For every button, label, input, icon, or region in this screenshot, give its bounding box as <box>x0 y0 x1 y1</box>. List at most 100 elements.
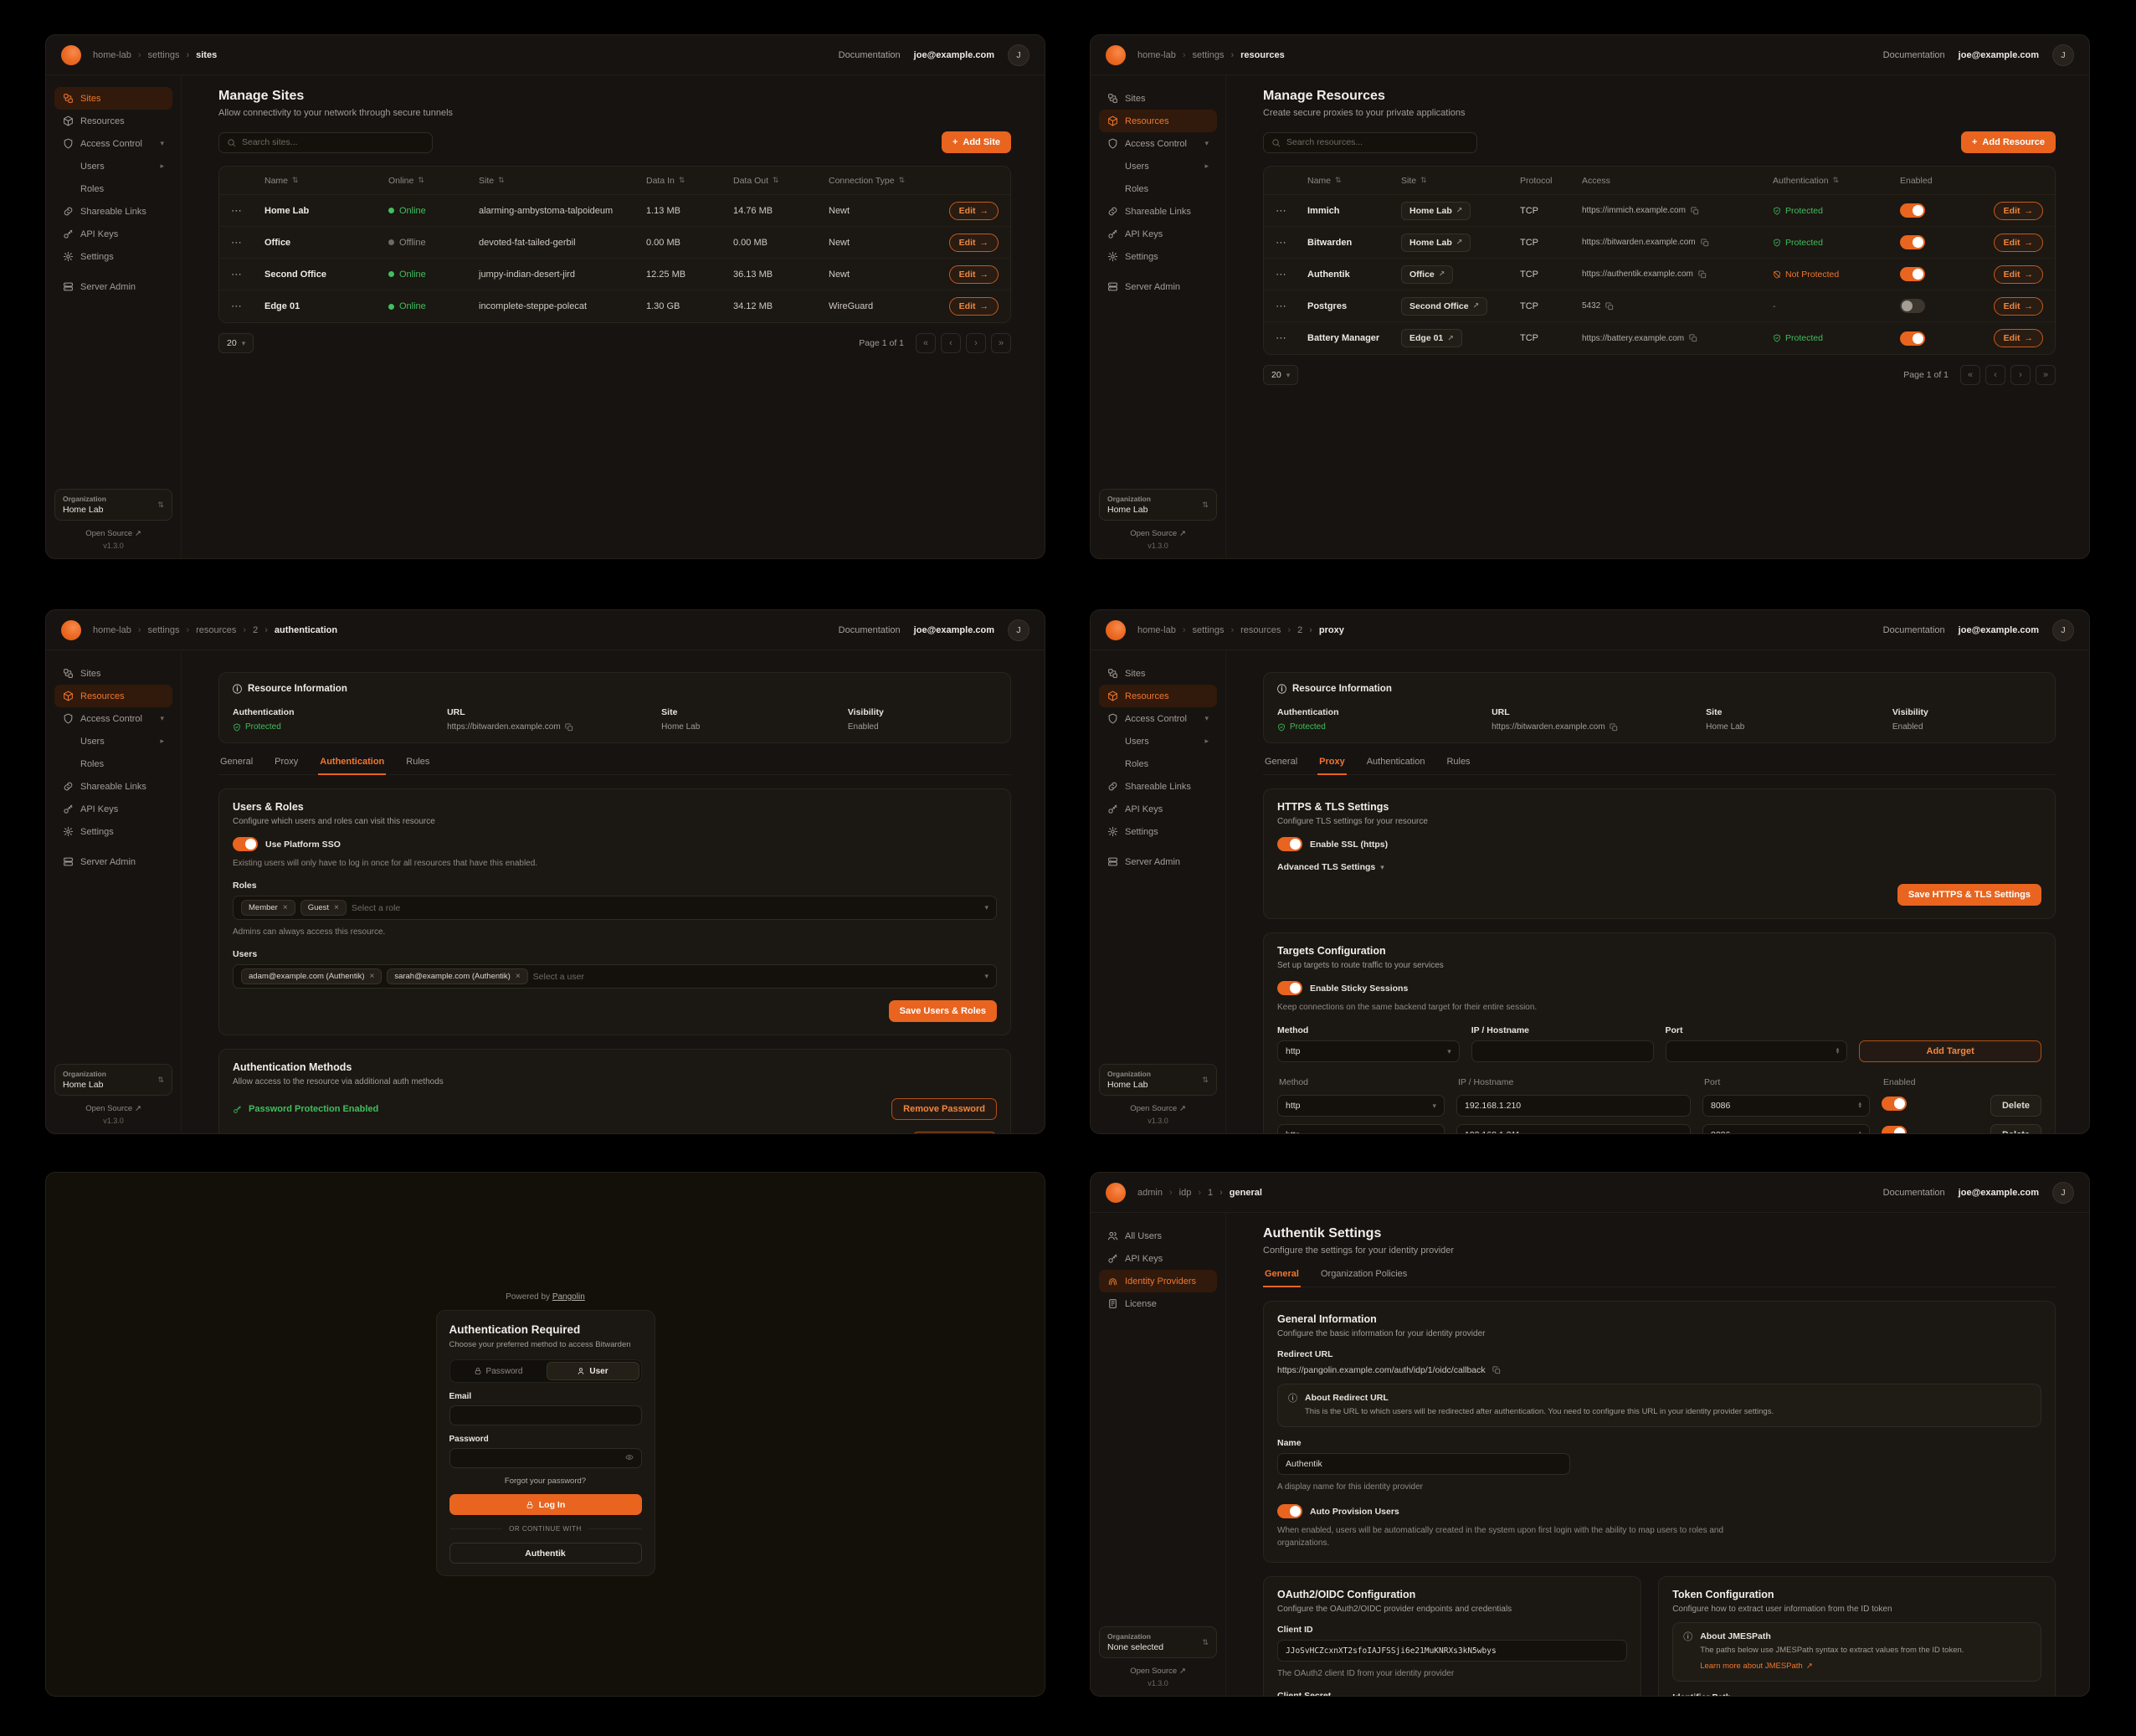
hostname-input[interactable] <box>1471 1040 1654 1062</box>
enabled-toggle[interactable] <box>1900 235 1925 249</box>
column-connection-type[interactable]: Connection Type ⇅ <box>829 175 906 186</box>
sidebar-item-roles[interactable]: Roles <box>1099 177 1217 200</box>
row-menu-button[interactable]: ⋯ <box>231 267 242 280</box>
sidebar-item-shareable-links[interactable]: Shareable Links <box>54 200 172 223</box>
add-resource-button[interactable]: + Add Resource <box>1960 131 2056 153</box>
next-page-button[interactable]: › <box>2010 365 2031 385</box>
name-input[interactable]: Authentik <box>1277 1453 1570 1476</box>
remove-chip-button[interactable]: × <box>369 972 375 981</box>
jmespath-link[interactable]: Learn more about JMESPath ↗ <box>1700 1661 1813 1671</box>
breadcrumb-item[interactable]: 2 <box>236 625 258 635</box>
sidebar-item-server-admin[interactable]: Server Admin <box>1099 850 1217 873</box>
copy-icon[interactable] <box>1698 270 1707 279</box>
row-menu-button[interactable]: ⋯ <box>1276 331 1286 344</box>
remove-password-button[interactable]: Remove Password <box>891 1098 997 1120</box>
column-online[interactable]: Online ⇅ <box>388 175 424 186</box>
column-name[interactable]: Name ⇅ <box>1307 175 1342 186</box>
enabled-toggle[interactable] <box>1900 267 1925 281</box>
authentik-sso-button[interactable]: Authentik <box>449 1543 642 1564</box>
user-avatar[interactable]: J <box>1008 619 1029 641</box>
sidebar-item-api-keys[interactable]: API Keys <box>1099 1247 1217 1270</box>
breadcrumb-item[interactable]: proxy <box>1302 625 1344 635</box>
breadcrumb-item[interactable]: home-lab <box>93 49 131 60</box>
sidebar-item-roles[interactable]: Roles <box>54 752 172 775</box>
column-data-in[interactable]: Data In ⇅ <box>646 175 685 186</box>
sidebar-item-settings[interactable]: Settings <box>1099 245 1217 268</box>
breadcrumb-item[interactable]: resources <box>179 625 236 635</box>
add-target-button[interactable]: Add Target <box>1859 1040 2041 1062</box>
sidebar-item-settings[interactable]: Settings <box>54 245 172 268</box>
tab-general[interactable]: General <box>220 757 254 767</box>
number-stepper[interactable]: ▴▾ <box>1858 1129 1861 1133</box>
table-row[interactable]: ⋯ Bitwarden Home Lab ↗ TCP https://bitwar… <box>1264 227 2055 259</box>
table-row[interactable]: ⋯ Postgres Second Office ↗ TCP 5432 - Edi… <box>1264 290 2055 322</box>
email-field[interactable] <box>449 1405 642 1425</box>
remove-chip-button[interactable]: × <box>334 903 339 912</box>
documentation-link[interactable]: Documentation <box>1882 49 1945 60</box>
sidebar-item-shareable-links[interactable]: Shareable Links <box>54 775 172 798</box>
documentation-link[interactable]: Documentation <box>1882 1187 1945 1198</box>
row-menu-button[interactable]: ⋯ <box>1276 203 1286 217</box>
breadcrumb-item[interactable]: resources <box>1224 625 1281 635</box>
add-pin-code-button[interactable]: Add PIN Code <box>911 1132 997 1133</box>
breadcrumb-item[interactable]: idp <box>1163 1188 1192 1198</box>
edit-button[interactable]: Edit → <box>1993 233 2043 252</box>
sidebar-item-api-keys[interactable]: API Keys <box>1099 798 1217 820</box>
copy-icon[interactable] <box>1492 1366 1501 1374</box>
sidebar-item-server-admin[interactable]: Server Admin <box>54 275 172 298</box>
sidebar-item-resources[interactable]: Resources <box>54 685 172 707</box>
sidebar-item-identity-providers[interactable]: Identity Providers <box>1099 1270 1217 1292</box>
sticky-sessions-toggle[interactable] <box>1277 981 1302 995</box>
pangolin-link[interactable]: Pangolin <box>552 1292 585 1302</box>
tab-proxy[interactable]: Proxy <box>1317 757 1347 775</box>
column-data-out[interactable]: Data Out ⇅ <box>733 175 779 186</box>
open-source-link[interactable]: Open Source ↗ <box>1099 1667 1217 1676</box>
sidebar-item-resources[interactable]: Resources <box>1099 685 1217 707</box>
user-email[interactable]: joe@example.com <box>1958 49 2039 60</box>
edit-button[interactable]: Edit → <box>1993 265 2043 284</box>
sidebar-item-api-keys[interactable]: API Keys <box>54 223 172 245</box>
delete-target-button[interactable]: Delete <box>1990 1124 2041 1133</box>
edit-button[interactable]: Edit → <box>1993 296 2043 316</box>
page-size-select[interactable]: 20 ▾ <box>1263 365 1299 385</box>
tab-rules[interactable]: Rules <box>1446 757 1471 767</box>
number-stepper[interactable]: ▴▾ <box>1858 1100 1861 1110</box>
enabled-toggle[interactable] <box>1900 299 1925 313</box>
tab-authentication[interactable]: Authentication <box>1366 757 1425 767</box>
table-row[interactable]: ⋯ Battery Manager Edge 01 ↗ TCP https://b… <box>1264 322 2055 354</box>
tab-general[interactable]: General <box>1263 1269 1301 1287</box>
sidebar-item-access-control[interactable]: Access Control ▾ <box>54 132 172 155</box>
breadcrumb-item[interactable]: home-lab <box>93 624 131 635</box>
method-select[interactable]: http▾ <box>1277 1040 1460 1062</box>
enable-ssl-toggle[interactable] <box>1277 837 1302 851</box>
search-input[interactable]: Search sites... <box>218 131 433 153</box>
breadcrumb-item[interactable]: resources <box>1224 50 1285 60</box>
breadcrumb-item[interactable]: 2 <box>1281 625 1302 635</box>
user-email[interactable]: joe@example.com <box>913 49 994 60</box>
breadcrumb-item[interactable]: authentication <box>258 625 337 635</box>
sidebar-item-access-control[interactable]: Access Control ▾ <box>1099 707 1217 730</box>
breadcrumb-item[interactable]: home-lab <box>1137 49 1176 60</box>
organization-selector[interactable]: Organization Home Lab ⇅ <box>1099 1064 1217 1096</box>
documentation-link[interactable]: Documentation <box>838 49 901 60</box>
copy-icon[interactable] <box>1691 206 1699 215</box>
table-row[interactable]: ⋯ Edge 01 Online incomplete-steppe-polec… <box>219 290 1010 322</box>
open-source-link[interactable]: Open Source ↗ <box>1099 529 1217 538</box>
table-row[interactable]: ⋯ Immich Home Lab ↗ TCP https://immich.ex… <box>1264 195 2055 227</box>
breadcrumb-item[interactable]: settings <box>131 50 180 60</box>
port-input[interactable]: ▴ ▾ <box>1665 1040 1848 1062</box>
sidebar-item-all-users[interactable]: All Users <box>1099 1225 1217 1247</box>
table-row[interactable]: ⋯ Office Offline devoted-fat-tailed-gerb… <box>219 227 1010 259</box>
tab-general[interactable]: General <box>1265 757 1298 767</box>
breadcrumb-item[interactable]: home-lab <box>1137 624 1176 635</box>
port-input[interactable]: 8086▴▾ <box>1702 1095 1870 1117</box>
row-menu-button[interactable]: ⋯ <box>231 300 242 312</box>
edit-button[interactable]: Edit → <box>1993 201 2043 220</box>
delete-target-button[interactable]: Delete <box>1990 1095 2041 1117</box>
port-input[interactable]: 8086▴▾ <box>1702 1124 1870 1133</box>
sidebar-item-roles[interactable]: Roles <box>54 177 172 200</box>
user-email[interactable]: joe@example.com <box>913 624 994 635</box>
prev-page-button[interactable]: ‹ <box>1985 365 2005 385</box>
sidebar-item-sites[interactable]: Sites <box>54 662 172 685</box>
number-stepper[interactable]: ▴▾ <box>1836 1045 1840 1055</box>
